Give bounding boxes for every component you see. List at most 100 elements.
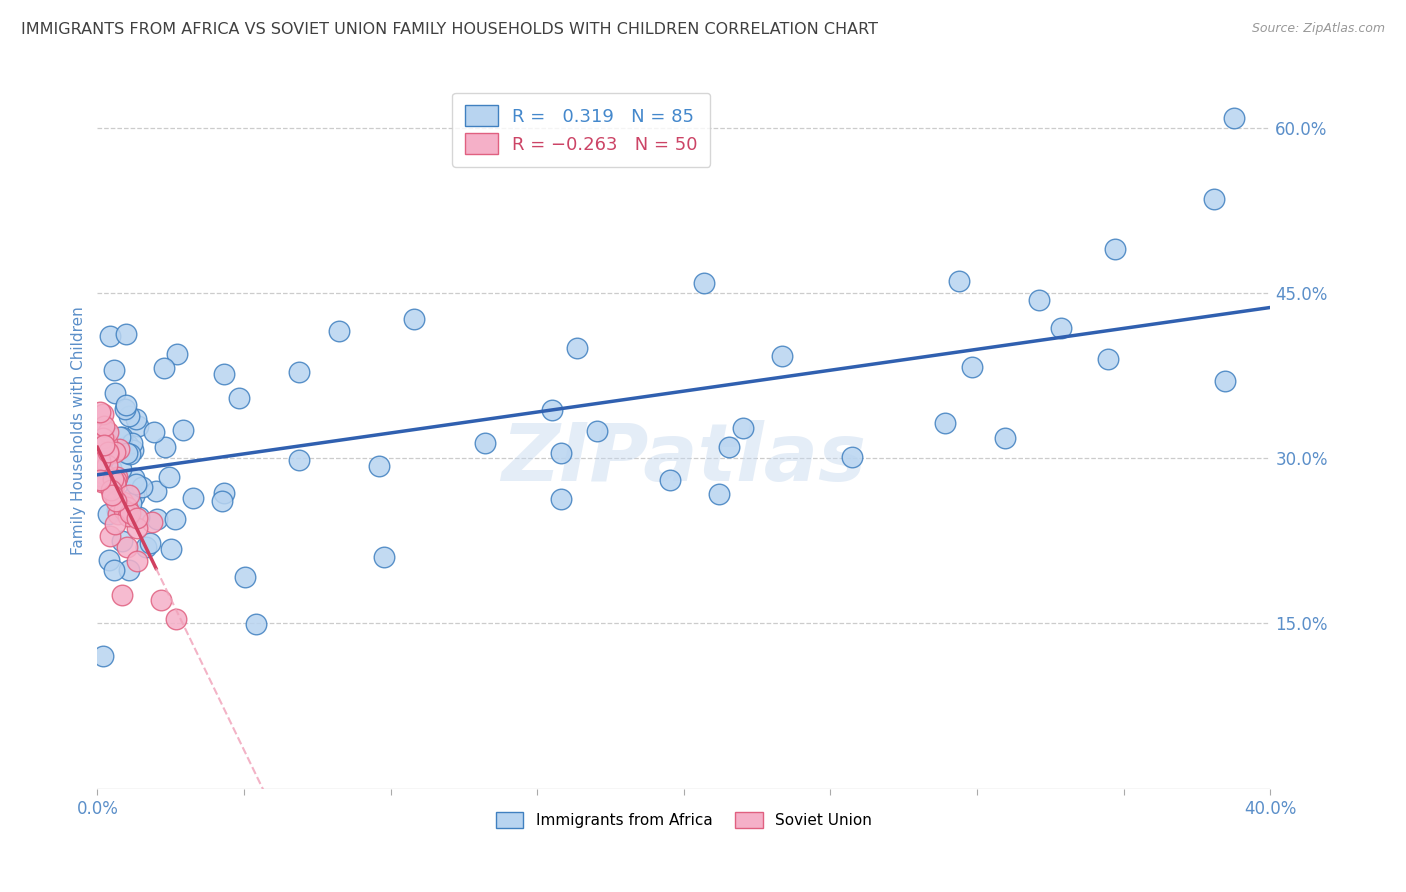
Point (117, 438, 139, 452)
Point (373, 550, 395, 565)
Point (165, 612, 187, 626)
Point (245, 616, 267, 631)
Legend: Immigrants from Africa, Soviet Union: Immigrants from Africa, Soviet Union (489, 806, 877, 835)
Point (100, 483, 122, 497)
Point (211, 493, 233, 508)
Point (550, 491, 572, 506)
Point (1050, 320, 1073, 334)
Point (125, 412, 148, 426)
Point (89, 405, 111, 419)
Point (122, 489, 145, 503)
Point (89, 426, 111, 441)
Point (1104, 242, 1126, 256)
Y-axis label: Family Households with Children: Family Households with Children (72, 306, 86, 555)
Point (122, 471, 145, 485)
Point (287, 453, 309, 467)
Point (157, 470, 180, 484)
Point (142, 425, 165, 439)
Point (111, 503, 134, 517)
Point (153, 440, 176, 454)
Point (103, 482, 125, 496)
Point (212, 486, 235, 500)
Point (96, 458, 118, 472)
Point (115, 446, 138, 460)
Point (117, 509, 139, 524)
Point (120, 506, 142, 520)
Point (93, 438, 115, 452)
Point (118, 409, 141, 423)
Point (111, 494, 134, 508)
Point (367, 458, 389, 473)
Point (93, 467, 115, 482)
Point (104, 475, 127, 490)
Point (103, 363, 125, 377)
Point (118, 487, 141, 501)
Point (105, 470, 128, 484)
Point (98, 553, 121, 567)
Point (104, 494, 127, 508)
Point (402, 312, 425, 326)
Point (731, 421, 754, 435)
Point (117, 540, 139, 554)
Point (110, 462, 132, 476)
Point (166, 347, 188, 361)
Point (91, 475, 114, 489)
Point (105, 473, 128, 487)
Point (128, 509, 150, 524)
Point (120, 496, 142, 510)
Point (105, 503, 128, 517)
Point (288, 364, 311, 378)
Point (111, 430, 134, 444)
Point (1028, 293, 1050, 308)
Text: IMMIGRANTS FROM AFRICA VS SOVIET UNION FAMILY HOUSEHOLDS WITH CHILDREN CORRELATI: IMMIGRANTS FROM AFRICA VS SOVIET UNION F… (21, 22, 879, 37)
Point (111, 588, 134, 602)
Point (96, 436, 118, 450)
Point (125, 510, 148, 524)
Point (93, 431, 115, 445)
Point (91, 452, 114, 467)
Point (585, 424, 607, 438)
Point (474, 435, 496, 450)
Point (125, 554, 148, 568)
Point (89, 422, 111, 436)
Point (960, 359, 983, 374)
Point (104, 385, 127, 400)
Point (159, 541, 181, 556)
Text: ZIPatlas: ZIPatlas (502, 420, 866, 499)
Point (1223, 112, 1246, 126)
Point (693, 276, 716, 290)
Point (146, 512, 169, 526)
Point (103, 563, 125, 577)
Point (94, 440, 117, 454)
Point (97, 445, 120, 459)
Point (328, 324, 350, 338)
Point (709, 487, 731, 501)
Point (770, 349, 793, 363)
Point (153, 361, 176, 376)
Point (228, 391, 250, 405)
Point (97, 425, 120, 439)
Point (110, 430, 132, 444)
Point (145, 484, 167, 499)
Point (118, 448, 141, 462)
Point (127, 418, 149, 433)
Point (183, 491, 205, 505)
Point (127, 521, 149, 535)
Point (163, 512, 186, 526)
Point (89, 473, 111, 487)
Point (93, 419, 115, 434)
Point (135, 540, 157, 554)
Point (717, 440, 740, 454)
Point (1202, 192, 1225, 206)
Point (91, 407, 114, 421)
Point (212, 367, 235, 381)
Point (91, 436, 114, 450)
Point (541, 402, 564, 417)
Point (841, 450, 863, 464)
Point (101, 472, 124, 486)
Point (107, 507, 129, 521)
Point (97, 447, 120, 461)
Point (125, 477, 148, 491)
Point (139, 536, 162, 550)
Point (115, 500, 138, 515)
